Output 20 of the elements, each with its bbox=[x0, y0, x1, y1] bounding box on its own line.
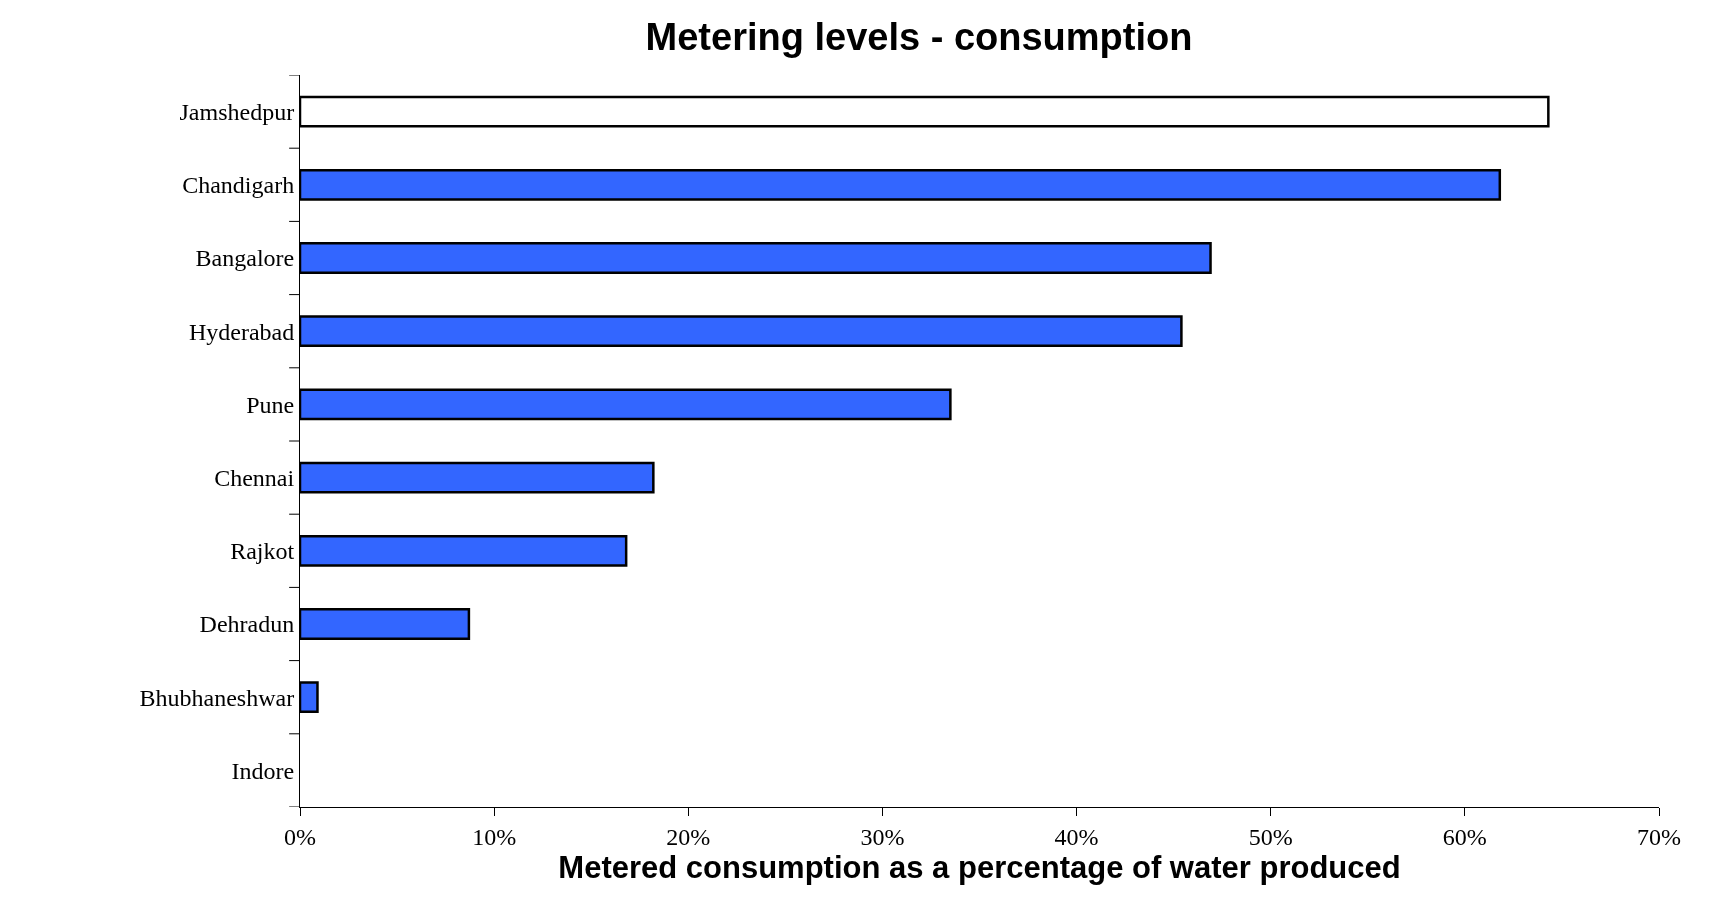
x-tick-label: 0% bbox=[284, 823, 316, 850]
x-tick-label: 20% bbox=[666, 823, 711, 850]
y-tick-label: Jamshedpur bbox=[179, 99, 295, 125]
chart-title: Metering levels - consumption bbox=[645, 15, 1193, 58]
x-tick-label: 60% bbox=[1442, 823, 1487, 850]
x-tick-label: 70% bbox=[1637, 823, 1681, 850]
x-tick-label: 40% bbox=[1054, 823, 1099, 850]
x-tick-label: 50% bbox=[1248, 823, 1293, 850]
y-tick-label: Bhubhaneshwar bbox=[139, 684, 295, 711]
y-tick-label: Rajkot bbox=[230, 538, 295, 565]
x-tick-label: 30% bbox=[860, 823, 905, 850]
y-tick-label: Bangalore bbox=[195, 245, 295, 272]
x-axis-title: Metered consumption as a percentage of water produced bbox=[558, 849, 1401, 885]
x-tick-label: 10% bbox=[472, 823, 517, 850]
y-tick-label: Chandigarh bbox=[182, 172, 295, 199]
y-tick-label: Dehradun bbox=[199, 611, 295, 638]
y-tick-label: Indore bbox=[231, 757, 295, 784]
y-tick-label: Pune bbox=[246, 391, 295, 418]
y-tick-label: Chennai bbox=[214, 465, 295, 491]
y-tick-label: Hyderabad bbox=[188, 318, 295, 345]
